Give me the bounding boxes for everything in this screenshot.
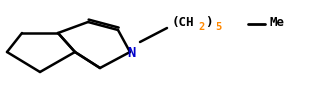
Text: ): ) (205, 15, 212, 29)
Text: N: N (127, 46, 135, 60)
Text: 5: 5 (215, 22, 221, 32)
Text: 2: 2 (198, 22, 204, 32)
Text: Me: Me (270, 15, 285, 29)
Text: (CH: (CH (172, 15, 195, 29)
